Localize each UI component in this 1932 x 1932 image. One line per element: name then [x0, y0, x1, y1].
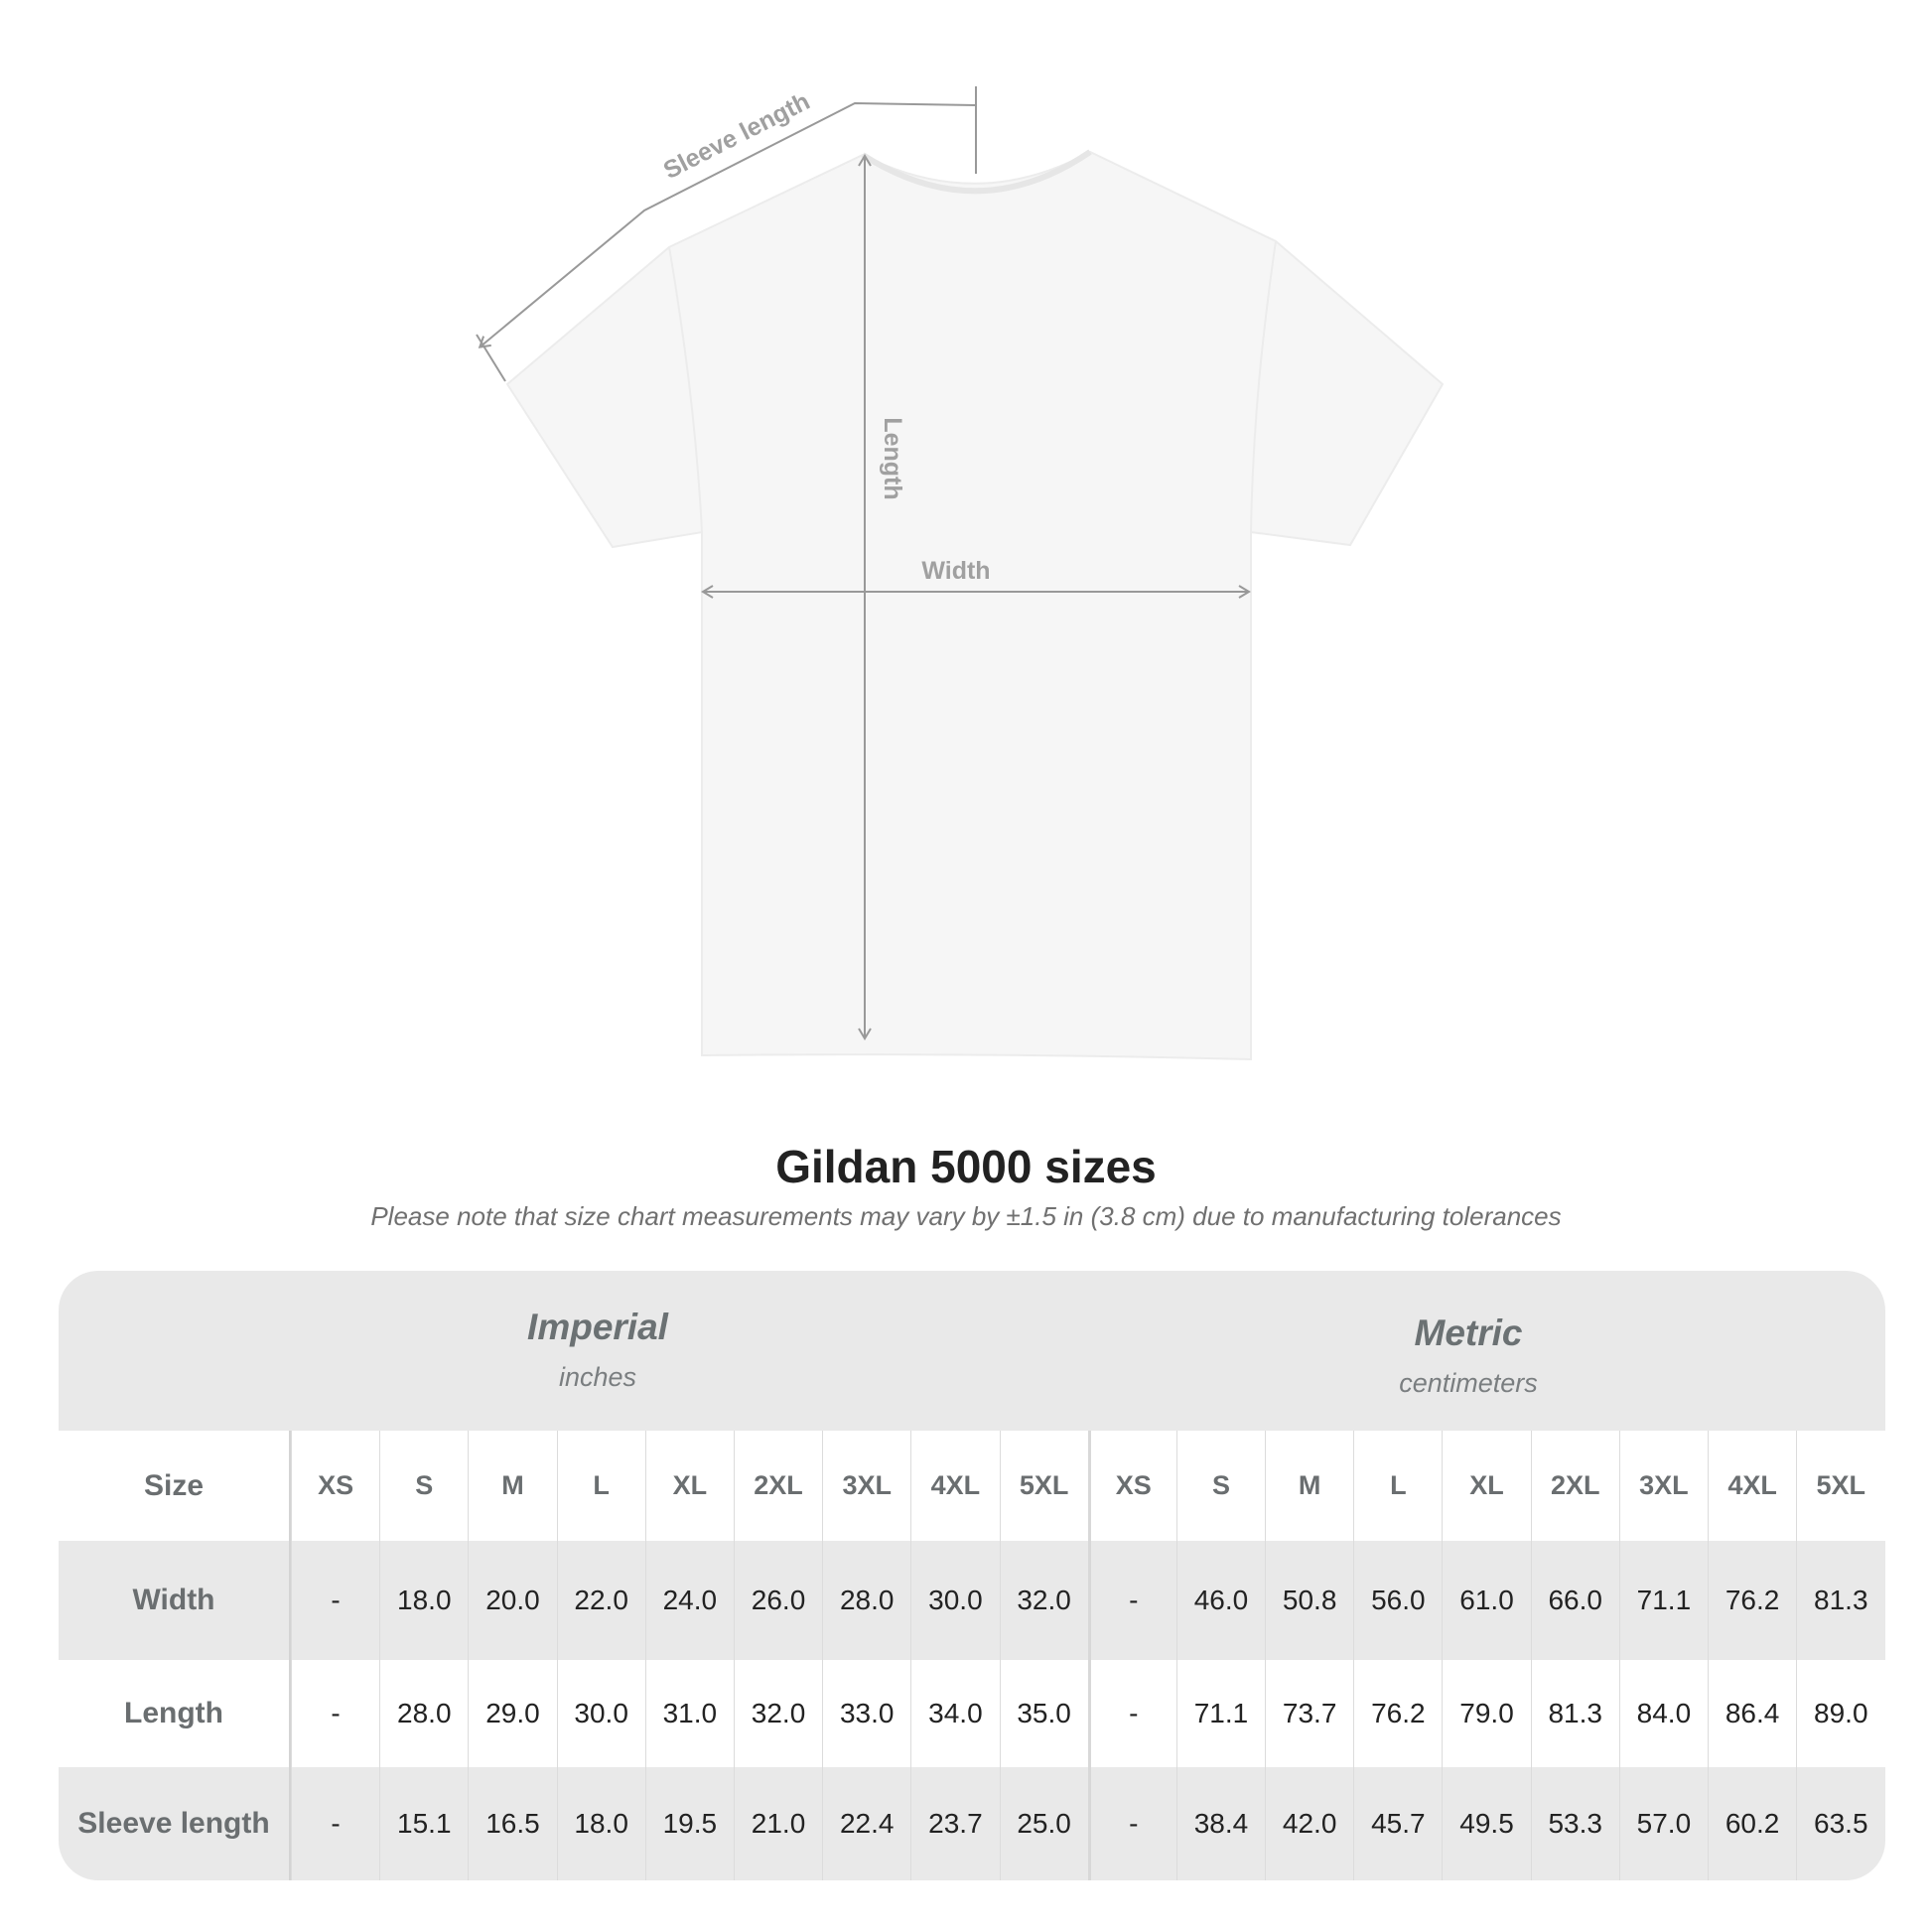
- metric-value: 46.0: [1175, 1541, 1265, 1660]
- imperial-value: 22.4: [822, 1767, 910, 1880]
- imperial-value: -: [291, 1660, 379, 1767]
- metric-value: 56.0: [1353, 1541, 1442, 1660]
- header-band: [59, 1271, 1885, 1431]
- metric-value: 61.0: [1442, 1541, 1530, 1660]
- metric-value: 76.2: [1708, 1541, 1796, 1660]
- size-header: XS: [291, 1431, 379, 1541]
- length-label: Length: [879, 417, 906, 499]
- imperial-value: 28.0: [822, 1541, 910, 1660]
- size-header: 4XL: [910, 1431, 999, 1541]
- width-label: Width: [921, 557, 990, 585]
- tshirt-diagram: Sleeve length Length Width: [476, 86, 1445, 1061]
- metric-value: 86.4: [1708, 1660, 1796, 1767]
- size-table: Imperial inches Metric centimeters Size X…: [59, 1271, 1885, 1880]
- table-row: Length -28.0 29.0 30.0 31.0 32.0 33.0 34.0 35.0-…: [59, 1660, 1885, 1767]
- imperial-value: 15.1: [379, 1767, 468, 1880]
- imperial-value: 23.7: [910, 1767, 999, 1880]
- imperial-value: 35.0: [999, 1660, 1088, 1767]
- metric-value: 89.0: [1796, 1660, 1884, 1767]
- metric-value: 57.0: [1618, 1767, 1708, 1880]
- size-header: XS: [1087, 1431, 1176, 1541]
- metric-value: 45.7: [1353, 1767, 1442, 1880]
- metric-header: Metric centimeters: [1399, 1312, 1538, 1398]
- metric-value: 60.2: [1708, 1767, 1796, 1880]
- size-header: XL: [644, 1431, 734, 1541]
- size-header: 2XL: [733, 1431, 822, 1541]
- size-label: Size: [59, 1431, 291, 1541]
- metric-value: 50.8: [1265, 1541, 1353, 1660]
- size-header: 3XL: [1618, 1431, 1708, 1541]
- imperial-value: -: [291, 1541, 379, 1660]
- metric-value: -: [1087, 1767, 1176, 1880]
- metric-value: 84.0: [1618, 1660, 1708, 1767]
- imperial-header: Imperial inches: [527, 1307, 668, 1392]
- metric-value: 73.7: [1265, 1660, 1353, 1767]
- imperial-value: 19.5: [644, 1767, 734, 1880]
- row-label: Length: [59, 1660, 291, 1767]
- size-header: 5XL: [1796, 1431, 1884, 1541]
- metric-value: 53.3: [1530, 1767, 1619, 1880]
- tshirt-shape: [505, 150, 1445, 1061]
- size-header: L: [556, 1431, 645, 1541]
- imperial-value: 30.0: [556, 1660, 645, 1767]
- size-header: 2XL: [1530, 1431, 1619, 1541]
- imperial-value: 16.5: [468, 1767, 556, 1880]
- imperial-value: 30.0: [910, 1541, 999, 1660]
- imperial-value: 24.0: [644, 1541, 734, 1660]
- size-header: 3XL: [822, 1431, 910, 1541]
- size-header-row: Size XS S M L XL 2XL 3XL 4XL 5XL XS S M L XL 2XL 3XL 4XL 5…: [59, 1431, 1885, 1541]
- imperial-value: 33.0: [822, 1660, 910, 1767]
- imperial-value: 34.0: [910, 1660, 999, 1767]
- metric-value: 71.1: [1618, 1541, 1708, 1660]
- tolerance-note: Please note that size chart measurements…: [370, 1201, 1562, 1231]
- size-header: M: [1265, 1431, 1353, 1541]
- metric-value: 76.2: [1353, 1660, 1442, 1767]
- imperial-value: 28.0: [379, 1660, 468, 1767]
- size-header: 4XL: [1708, 1431, 1796, 1541]
- imperial-value: 20.0: [468, 1541, 556, 1660]
- metric-value: 71.1: [1175, 1660, 1265, 1767]
- metric-value: 81.3: [1530, 1660, 1619, 1767]
- imperial-value: 31.0: [644, 1660, 734, 1767]
- row-label: Sleeve length: [59, 1767, 291, 1880]
- size-header: 5XL: [999, 1431, 1088, 1541]
- collar: [861, 149, 1092, 195]
- metric-value: -: [1087, 1660, 1176, 1767]
- metric-value: 66.0: [1530, 1541, 1619, 1660]
- imperial-value: 29.0: [468, 1660, 556, 1767]
- imperial-value: 18.0: [556, 1767, 645, 1880]
- metric-value: 79.0: [1442, 1660, 1530, 1767]
- page-title: Gildan 5000 sizes: [775, 1141, 1157, 1192]
- imperial-value: -: [291, 1767, 379, 1880]
- metric-value: 49.5: [1442, 1767, 1530, 1880]
- metric-value: -: [1087, 1541, 1176, 1660]
- size-header: M: [468, 1431, 556, 1541]
- imperial-value: 21.0: [733, 1767, 822, 1880]
- metric-value: 38.4: [1175, 1767, 1265, 1880]
- row-label: Width: [59, 1541, 291, 1660]
- imperial-value: 22.0: [556, 1541, 645, 1660]
- size-header: XL: [1442, 1431, 1530, 1541]
- imperial-value: 25.0: [999, 1767, 1088, 1880]
- imperial-value: 26.0: [733, 1541, 822, 1660]
- metric-value: 63.5: [1796, 1767, 1884, 1880]
- imperial-value: 32.0: [733, 1660, 822, 1767]
- table-row: Width -18.0 20.0 22.0 24.0 26.0 28.0 30.0 32.0-4…: [59, 1541, 1885, 1660]
- imperial-value: 18.0: [379, 1541, 468, 1660]
- size-header: S: [1175, 1431, 1265, 1541]
- metric-value: 81.3: [1796, 1541, 1884, 1660]
- sleeve-length-line: [478, 101, 977, 348]
- imperial-value: 32.0: [999, 1541, 1088, 1660]
- table-row: Sleeve length -15.1 16.5 18.0 19.5 21.0 22.4 23…: [59, 1767, 1885, 1880]
- size-header: L: [1353, 1431, 1442, 1541]
- metric-value: 42.0: [1265, 1767, 1353, 1880]
- size-header: S: [379, 1431, 468, 1541]
